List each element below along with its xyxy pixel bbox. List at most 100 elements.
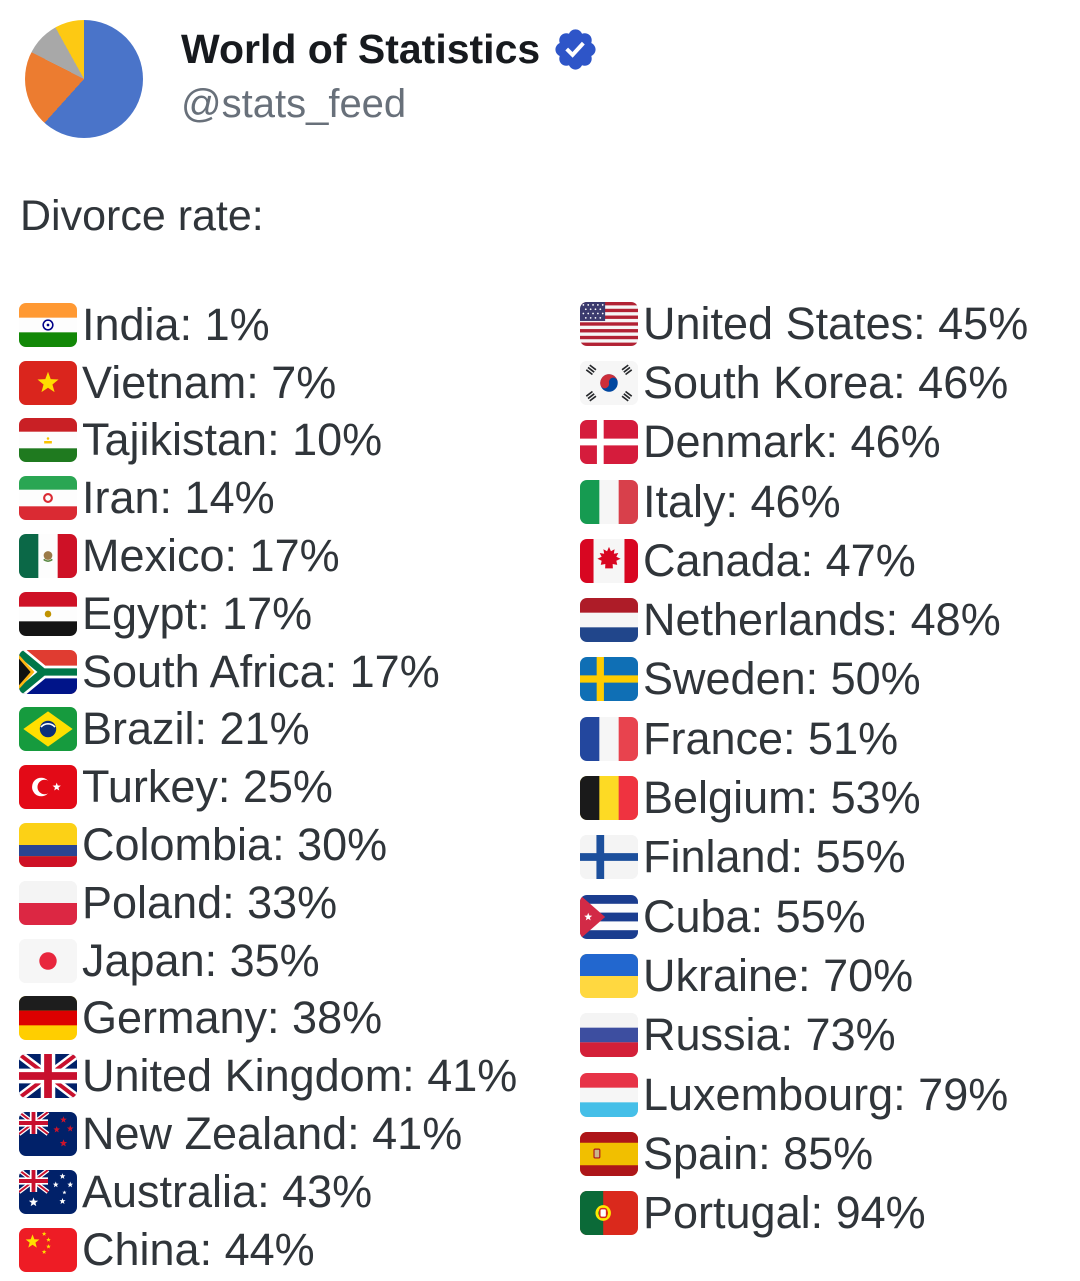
country-row: Ukraine: 70%	[580, 946, 1028, 1005]
country-row: Vietnam: 7%	[19, 354, 517, 412]
flag-ukraine-icon	[580, 953, 638, 998]
country-row: Sweden: 50%	[580, 650, 1028, 709]
country-label: Italy: 46%	[643, 475, 841, 527]
country-row: Egypt: 17%	[19, 585, 517, 643]
country-label: Mexico: 17%	[82, 530, 340, 582]
country-row: Russia: 73%	[580, 1006, 1028, 1065]
country-row: France: 51%	[580, 709, 1028, 768]
flag-luxembourg-icon	[580, 1072, 638, 1117]
country-row: Tajikistan: 10%	[19, 412, 517, 470]
country-row: India: 1%	[19, 296, 517, 354]
country-label: Colombia: 30%	[82, 819, 388, 871]
country-row: Turkey: 25%	[19, 758, 517, 816]
flag-spain-icon	[580, 1131, 638, 1176]
flag-netherlands-icon	[580, 598, 638, 643]
flag-mexico-icon	[19, 534, 77, 579]
country-row: Denmark: 46%	[580, 413, 1028, 472]
tweet-text: Divorce rate:	[20, 192, 264, 240]
country-label: Germany: 38%	[82, 992, 383, 1044]
flag-belgium-icon	[580, 776, 638, 821]
country-label: France: 51%	[643, 712, 899, 764]
country-list-right: United States: 45% South Korea: 46% Denmar…	[580, 294, 1028, 1243]
country-label: Ukraine: 70%	[643, 949, 914, 1001]
country-label: Vietnam: 7%	[82, 356, 337, 408]
country-row: Mexico: 17%	[19, 527, 517, 585]
country-row: Cuba: 55%	[580, 887, 1028, 946]
country-label: Belgium: 53%	[643, 772, 921, 824]
flag-australia-icon	[19, 1169, 77, 1214]
country-label: United States: 45%	[643, 297, 1029, 349]
country-row: Netherlands: 48%	[580, 590, 1028, 649]
country-label: China: 44%	[82, 1223, 315, 1275]
country-label: Denmark: 46%	[643, 416, 941, 468]
country-row: United Kingdom: 41%	[19, 1047, 517, 1105]
user-handle[interactable]: @stats_feed	[181, 82, 407, 126]
country-label: Egypt: 17%	[82, 587, 313, 639]
flag-united-states-icon	[580, 301, 638, 346]
flag-new-zealand-icon	[19, 1112, 77, 1157]
display-name[interactable]: World of Statistics	[181, 25, 541, 72]
country-label: Turkey: 25%	[82, 761, 333, 813]
flag-south-korea-icon	[580, 360, 638, 405]
flag-sweden-icon	[580, 657, 638, 702]
flag-poland-icon	[19, 880, 77, 925]
country-row: China: 44%	[19, 1221, 517, 1279]
country-label: South Africa: 17%	[82, 645, 440, 697]
country-label: Cuba: 55%	[643, 890, 866, 942]
country-list-left: India: 1% Vietnam: 7% Tajikistan: 10% Iran:…	[19, 296, 517, 1279]
flag-italy-icon	[580, 479, 638, 524]
country-label: Canada: 47%	[643, 534, 916, 586]
flag-tajikistan-icon	[19, 418, 77, 463]
tweet-header: World of Statistics @stats_feed	[25, 20, 599, 138]
country-row: Canada: 47%	[580, 531, 1028, 590]
country-label: Australia: 43%	[82, 1165, 373, 1217]
country-label: Iran: 14%	[82, 472, 275, 524]
author-block: World of Statistics @stats_feed	[181, 20, 599, 138]
country-label: Poland: 33%	[82, 876, 338, 928]
flag-india-icon	[19, 302, 77, 347]
country-row: Belgium: 53%	[580, 768, 1028, 827]
country-row: Brazil: 21%	[19, 701, 517, 759]
country-label: Brazil: 21%	[82, 703, 310, 755]
country-label: Portugal: 94%	[643, 1187, 926, 1239]
country-row: South Africa: 17%	[19, 643, 517, 701]
country-row: South Korea: 46%	[580, 353, 1028, 412]
flag-denmark-icon	[580, 420, 638, 465]
flag-finland-icon	[580, 835, 638, 880]
country-label: Spain: 85%	[643, 1127, 874, 1179]
flag-japan-icon	[19, 938, 77, 983]
flag-egypt-icon	[19, 591, 77, 636]
country-row: Spain: 85%	[580, 1124, 1028, 1183]
country-row: Portugal: 94%	[580, 1183, 1028, 1242]
country-label: Finland: 55%	[643, 831, 906, 883]
country-row: Italy: 46%	[580, 472, 1028, 531]
country-label: Russia: 73%	[643, 1009, 896, 1061]
flag-brazil-icon	[19, 707, 77, 752]
country-label: New Zealand: 41%	[82, 1108, 463, 1160]
country-label: India: 1%	[82, 298, 270, 350]
country-label: United Kingdom: 41%	[82, 1050, 518, 1102]
country-label: Tajikistan: 10%	[82, 414, 383, 466]
flag-canada-icon	[580, 538, 638, 583]
flag-south-africa-icon	[19, 649, 77, 694]
avatar[interactable]	[25, 20, 143, 138]
flag-france-icon	[580, 716, 638, 761]
flag-turkey-icon	[19, 765, 77, 810]
country-row: Colombia: 30%	[19, 816, 517, 874]
flag-vietnam-icon	[19, 360, 77, 405]
country-row: New Zealand: 41%	[19, 1105, 517, 1163]
country-row: Germany: 38%	[19, 990, 517, 1048]
flag-portugal-icon	[580, 1191, 638, 1236]
flag-russia-icon	[580, 1013, 638, 1058]
flag-iran-icon	[19, 476, 77, 521]
country-row: Japan: 35%	[19, 932, 517, 990]
country-row: Finland: 55%	[580, 828, 1028, 887]
country-row: Iran: 14%	[19, 469, 517, 527]
country-label: Sweden: 50%	[643, 653, 921, 705]
country-row: Australia: 43%	[19, 1163, 517, 1221]
country-row: United States: 45%	[580, 294, 1028, 353]
verified-badge-icon	[552, 26, 599, 73]
country-label: South Korea: 46%	[643, 356, 1009, 408]
flag-germany-icon	[19, 996, 77, 1041]
